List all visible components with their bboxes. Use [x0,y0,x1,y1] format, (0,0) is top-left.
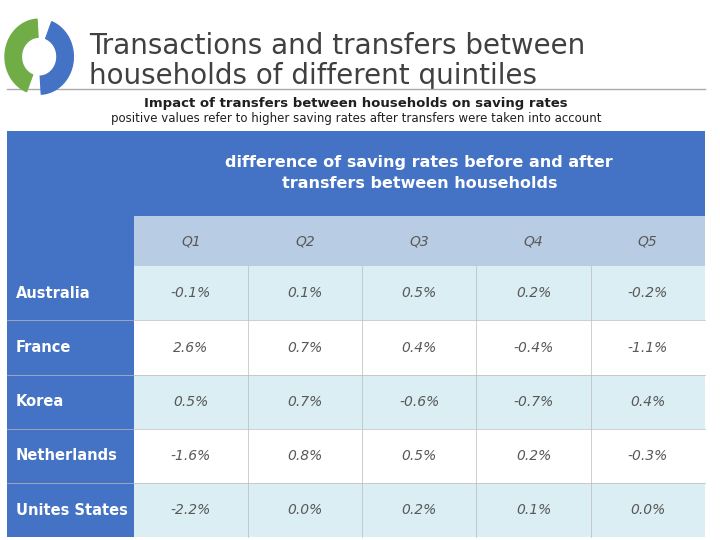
Bar [7,266,134,320]
Text: Australia: Australia [16,286,90,301]
Bar [134,429,705,483]
Bar [134,320,705,375]
Bar [7,429,134,483]
Text: Unites States: Unites States [16,503,127,518]
Text: -2.2%: -2.2% [171,503,211,517]
Bar [7,131,705,216]
Text: -0.3%: -0.3% [628,449,668,463]
Text: Q1: Q1 [181,234,201,248]
Text: positive values refer to higher saving rates after transfers were taken into acc: positive values refer to higher saving r… [111,112,601,125]
Bar [7,320,134,375]
Text: 0.2%: 0.2% [516,449,552,463]
Text: 0.1%: 0.1% [516,503,552,517]
Text: France: France [16,340,71,355]
Text: 0.5%: 0.5% [174,395,209,409]
Text: 2.6%: 2.6% [174,341,209,355]
Text: -0.7%: -0.7% [513,395,554,409]
Polygon shape [40,22,73,94]
Text: 0.0%: 0.0% [287,503,323,517]
Text: 0.2%: 0.2% [516,286,552,300]
Text: 0.2%: 0.2% [402,503,437,517]
Text: difference of saving rates before and after
transfers between households: difference of saving rates before and af… [225,156,613,191]
Text: Q5: Q5 [638,234,657,248]
Text: 0.7%: 0.7% [287,341,323,355]
Text: 0.1%: 0.1% [287,286,323,300]
Bar [134,266,705,320]
Text: Q4: Q4 [523,234,544,248]
Text: -1.6%: -1.6% [171,449,211,463]
Text: -0.1%: -0.1% [171,286,211,300]
Text: 0.4%: 0.4% [402,341,437,355]
Text: Q3: Q3 [410,234,429,248]
Bar [134,216,705,266]
Text: 0.4%: 0.4% [630,395,665,409]
Text: -1.1%: -1.1% [628,341,668,355]
Text: 0.5%: 0.5% [402,286,437,300]
Text: Korea: Korea [16,394,64,409]
Text: 0.5%: 0.5% [402,449,437,463]
Bar [134,375,705,429]
Bar [7,483,134,537]
Text: -0.4%: -0.4% [513,341,554,355]
Bar [7,375,134,429]
Text: Impact of transfers between households on saving rates: Impact of transfers between households o… [144,97,568,110]
Text: -0.6%: -0.6% [400,395,439,409]
Bar [134,483,705,537]
Bar [7,216,134,266]
Text: 0.0%: 0.0% [630,503,665,517]
Text: 0.7%: 0.7% [287,395,323,409]
Text: households of different quintiles: households of different quintiles [89,62,537,90]
Polygon shape [5,19,38,92]
Text: -0.2%: -0.2% [628,286,668,300]
Text: 0.8%: 0.8% [287,449,323,463]
Text: Netherlands: Netherlands [16,449,117,463]
Text: Transactions and transfers between: Transactions and transfers between [89,32,585,60]
Text: Q2: Q2 [295,234,315,248]
